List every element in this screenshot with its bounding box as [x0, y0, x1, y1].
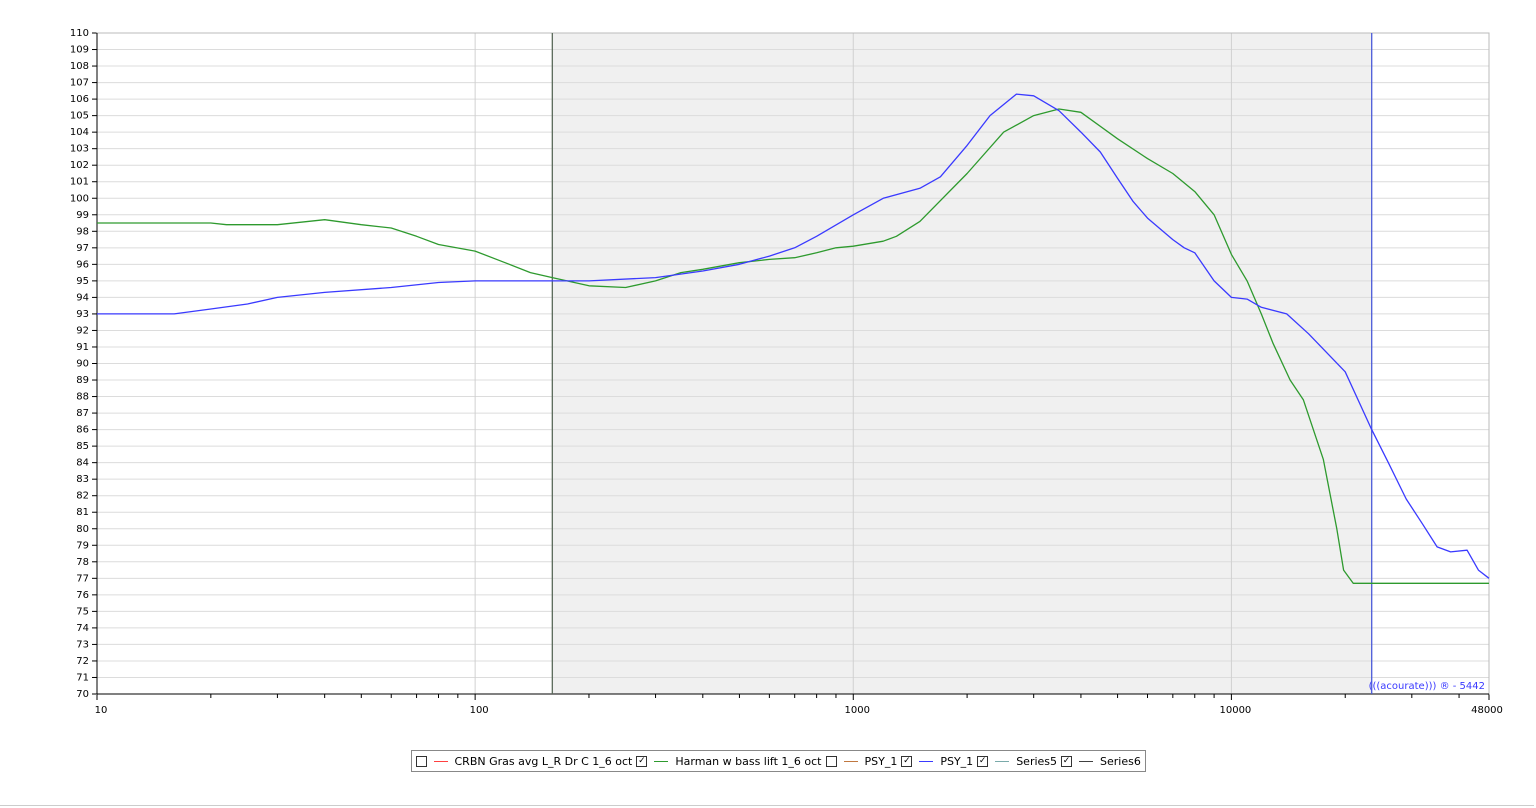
- y-tick-label: 71: [76, 672, 89, 683]
- legend-checkbox[interactable]: ✓: [1061, 755, 1073, 767]
- y-tick-label: 80: [76, 524, 89, 535]
- y-tick-label: 94: [76, 292, 89, 303]
- y-tick-label: 72: [76, 656, 89, 667]
- series-line: [97, 108, 1489, 584]
- legend-checkbox[interactable]: [825, 755, 837, 767]
- y-tick-label: 87: [76, 408, 89, 419]
- y-tick-label: 75: [76, 606, 89, 617]
- y-tick-label: 73: [76, 639, 89, 650]
- y-tick-label: 89: [76, 375, 89, 386]
- watermark: (((acourate))) ® - 5442: [1369, 681, 1485, 692]
- y-tick-label: 70: [76, 689, 89, 700]
- y-tick-label: 92: [76, 325, 89, 336]
- series-line: [97, 93, 1490, 579]
- y-tick-label: 96: [76, 259, 89, 270]
- x-tick-label: 48000: [1471, 705, 1503, 716]
- chart: 70 71 72 73 74 75 76 77 78 79 80 81 82 83 84 85 86 87 88 89…: [70, 28, 1503, 716]
- x-tick-label: 10: [95, 705, 108, 716]
- y-tick-label: 97: [76, 243, 89, 254]
- x-tick-label: 1000: [845, 705, 870, 716]
- y-tick-label: 78: [76, 557, 89, 568]
- y-tick-label: 86: [76, 425, 89, 436]
- y-tick-label: 107: [70, 78, 89, 89]
- legend-swatch: [843, 760, 858, 762]
- y-tick-label: 110: [70, 28, 89, 39]
- y-tick-label: 77: [76, 573, 89, 584]
- y-tick-label: 90: [76, 359, 89, 370]
- legend-label: Harman w bass lift 1_6 oct: [675, 754, 822, 768]
- y-tick-label: 101: [70, 177, 89, 188]
- y-tick-label: 99: [76, 210, 89, 221]
- legend-checkbox[interactable]: ✓: [977, 755, 989, 767]
- y-tick-label: 100: [70, 193, 89, 204]
- legend-swatch: [433, 760, 448, 762]
- y-tick-label: 91: [76, 342, 89, 353]
- y-tick-label: 85: [76, 441, 89, 452]
- x-tick-label: 100: [470, 705, 489, 716]
- y-tick-label: 109: [70, 45, 89, 56]
- legend-label: PSY_1: [864, 754, 898, 768]
- y-tick-label: 95: [76, 276, 89, 287]
- y-tick-label: 76: [76, 590, 89, 601]
- y-tick-label: 82: [76, 491, 89, 502]
- y-tick-label: 103: [70, 144, 89, 155]
- legend-label: Series6: [1100, 754, 1141, 768]
- y-tick-label: 83: [76, 474, 89, 485]
- y-tick-label: 106: [70, 94, 89, 105]
- y-tick-label: 108: [70, 61, 89, 72]
- y-tick-label: 104: [70, 127, 89, 138]
- y-tick-label: 88: [76, 392, 89, 403]
- legend-swatch: [995, 760, 1010, 762]
- legend-swatch: [1079, 760, 1094, 762]
- legend-checkbox[interactable]: ✓: [901, 755, 913, 767]
- y-tick-label: 102: [70, 160, 89, 171]
- y-tick-label: 74: [76, 623, 89, 634]
- y-tick-label: 98: [76, 226, 89, 237]
- y-tick-label: 84: [76, 458, 89, 469]
- legend-label: PSY_1: [940, 754, 974, 768]
- legend-checkbox[interactable]: ✓: [636, 755, 648, 767]
- legend-swatch: [919, 760, 934, 762]
- x-tick-label: 10000: [1219, 705, 1251, 716]
- legend-label: Series5: [1016, 754, 1058, 768]
- legend-label: CRBN Gras avg L_R Dr C 1_6 oct: [454, 754, 633, 768]
- legend-checkbox[interactable]: [415, 755, 427, 767]
- y-tick-label: 93: [76, 309, 89, 320]
- y-tick-label: 81: [76, 507, 89, 518]
- y-tick-label: 79: [76, 540, 89, 551]
- legend-swatch: [654, 760, 669, 762]
- legend: CRBN Gras avg L_R Dr C 1_6 oct ✓ Harman w …: [410, 750, 1146, 772]
- y-tick-label: 105: [70, 111, 89, 122]
